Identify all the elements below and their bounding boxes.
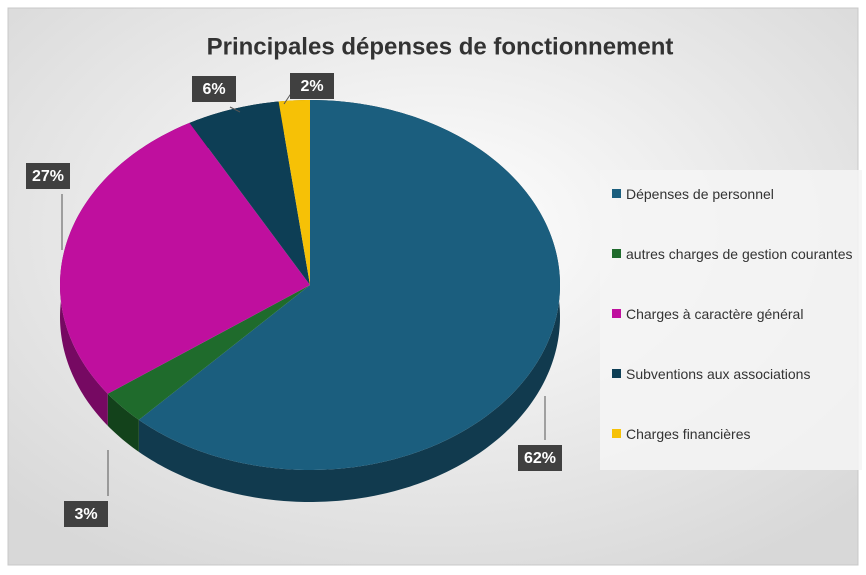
slice	[189, 101, 310, 286]
data-label: 2%	[300, 78, 323, 95]
chart-title: Principales dépenses de fonctionnement	[207, 33, 674, 60]
legend-entry: Subventions aux associations	[612, 364, 856, 424]
data-label-box	[290, 73, 334, 99]
legend-entry: Dépenses de personnel	[612, 184, 856, 244]
data-label: 62%	[524, 450, 556, 467]
leader-line	[229, 106, 241, 113]
data-label-box	[64, 501, 108, 527]
legend-swatch	[612, 429, 621, 438]
legend-swatch	[612, 249, 621, 258]
data-label: 6%	[202, 81, 225, 98]
legend-entry: Charges à caractère général	[612, 304, 856, 364]
legend-label: Charges à caractère général	[626, 306, 804, 322]
legend: Dépenses de personnel autres charges de g…	[600, 170, 862, 470]
legend-entry: Charges financières	[612, 424, 856, 484]
data-label-box	[518, 445, 562, 471]
legend-label: autres charges de gestion courantes	[626, 246, 853, 262]
data-label: 27%	[32, 168, 64, 185]
slice-side	[138, 100, 560, 502]
data-label-box	[26, 163, 70, 189]
slice	[138, 100, 560, 470]
legend-swatch	[612, 189, 621, 198]
legend-entry: autres charges de gestion courantes	[612, 244, 856, 304]
slice-side	[107, 393, 139, 452]
slice	[278, 100, 310, 285]
legend-swatch	[612, 309, 621, 318]
legend-label: Subventions aux associations	[626, 366, 811, 382]
data-label-box	[192, 76, 236, 102]
legend-label: Charges financières	[626, 426, 751, 442]
legend-label: Dépenses de personnel	[626, 186, 774, 202]
slice	[60, 122, 310, 394]
legend-swatch	[612, 369, 621, 378]
slice	[107, 285, 310, 420]
data-label: 3%	[74, 506, 97, 523]
